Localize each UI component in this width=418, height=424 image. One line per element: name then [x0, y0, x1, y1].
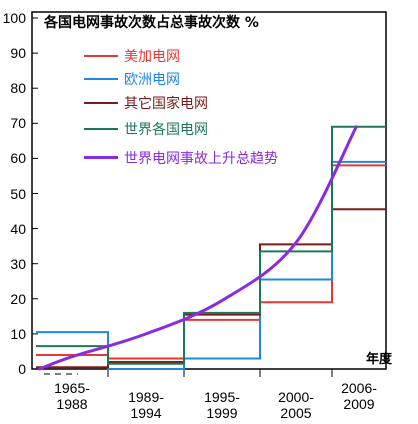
series-4-step-line: [36, 125, 386, 365]
legend-label: 美加电网: [124, 49, 180, 65]
x-tick-label: 2006- 2009: [341, 380, 377, 412]
legend-label: 其它国家电网: [124, 96, 208, 112]
y-tick-label: 40: [10, 220, 26, 237]
y-tick-label: 70: [10, 115, 26, 132]
y-tick-label: 10: [10, 325, 26, 342]
y-tick-label: 80: [10, 80, 26, 97]
legend-swatch: [84, 78, 118, 80]
y-tick-label: 90: [10, 45, 26, 62]
series-2-step-line: [36, 160, 386, 370]
y-tick-label: 100: [2, 10, 26, 26]
series-3-step-line: [36, 208, 386, 369]
legend-label: 世界各国电网: [124, 122, 208, 138]
series-1-step-line: [36, 164, 386, 360]
series-5-trend-curve: [38, 125, 358, 371]
x-axis-unit-label: 年度: [366, 352, 393, 367]
legend-label: 欧洲电网: [124, 72, 180, 88]
x-tick-label: 1995- 1999: [204, 389, 240, 421]
y-tick-label: 60: [10, 150, 26, 167]
legend-swatch: [84, 128, 118, 130]
legend-label: 世界电网事故上升总趋势: [124, 151, 278, 167]
legend-swatch: [84, 102, 118, 104]
y-tick-label: 0: [18, 361, 26, 377]
y-tick-label: 30: [10, 255, 26, 272]
y-tick-label: 20: [10, 290, 26, 307]
legend-swatch: [84, 55, 118, 57]
x-tick-label: 1965- 1988: [54, 380, 90, 412]
x-tick-label: 2000- 2005: [278, 389, 314, 421]
legend-swatch: [84, 156, 118, 159]
chart-title: 各国电网事故次数占总事故次数 %: [44, 15, 259, 31]
y-tick-label: 50: [10, 185, 26, 202]
plot-frame: [31, 11, 387, 370]
x-tick-label: 1989- 1994: [128, 389, 164, 421]
